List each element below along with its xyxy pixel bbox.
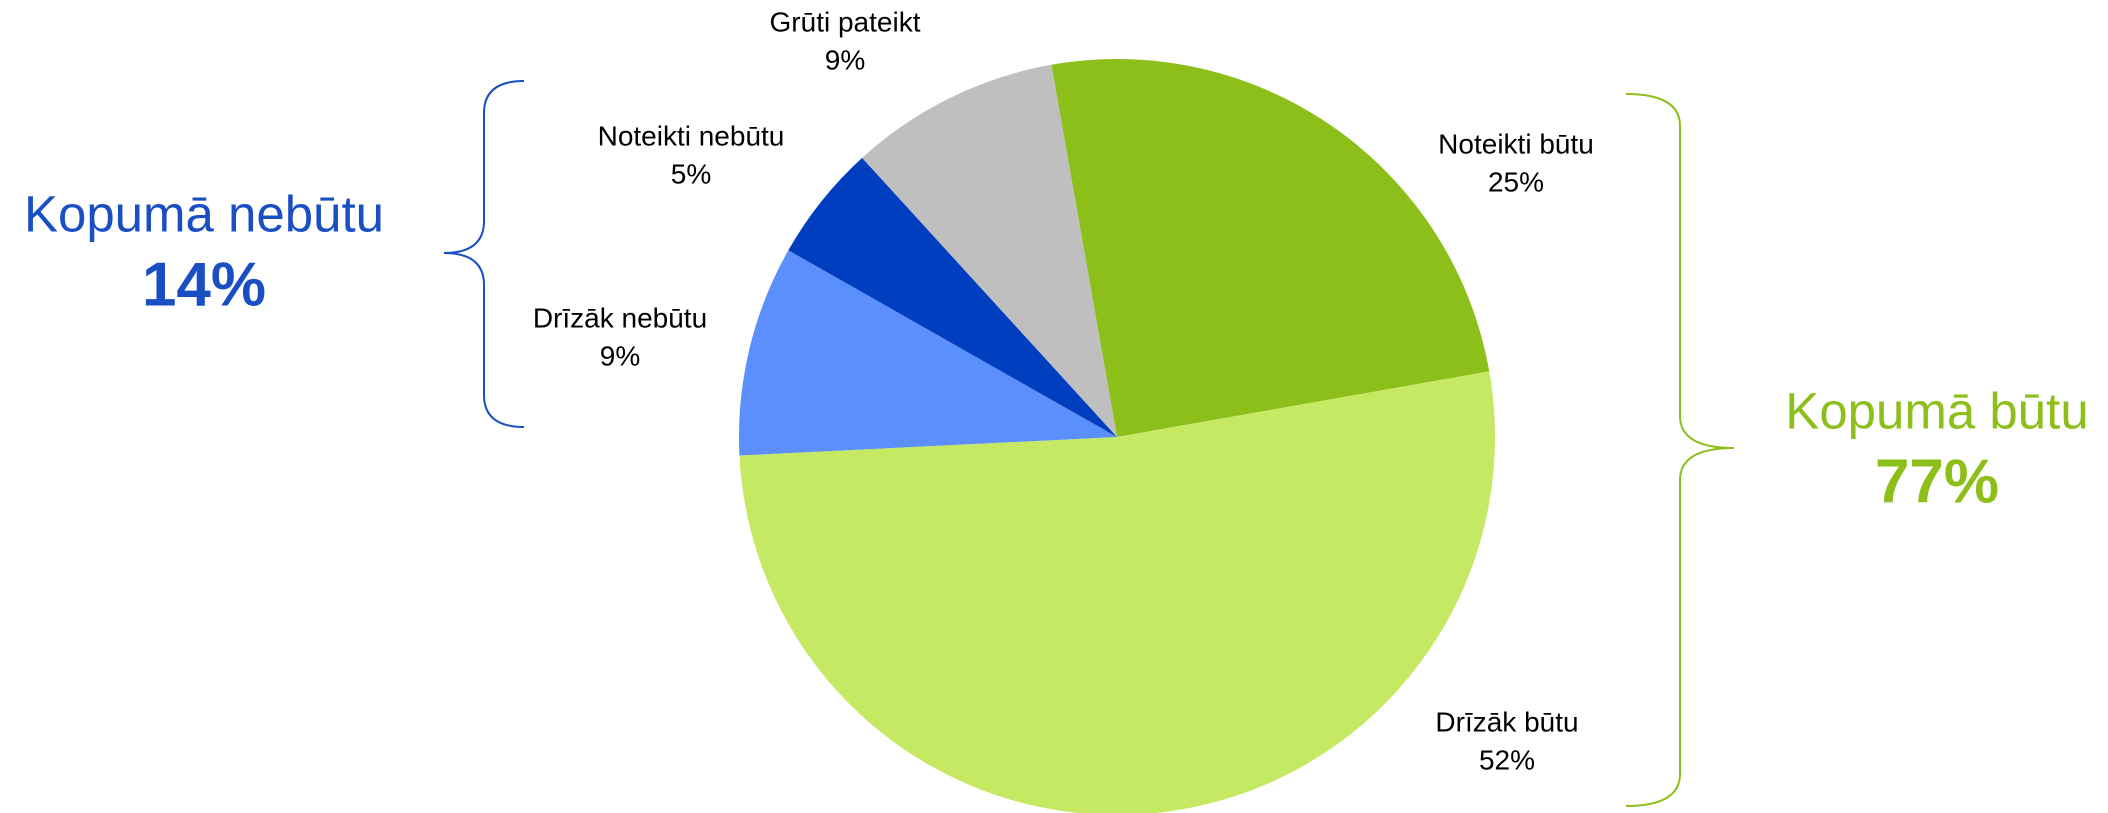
slice-label: Grūti pateikt [770, 6, 921, 37]
pie-slice [739, 371, 1495, 813]
slice-label: Drīzāk būtu [1435, 706, 1578, 737]
group-name: Kopumā nebūtu [24, 185, 384, 242]
slice-label: Noteikti nebūtu [598, 120, 785, 151]
pie-slice [788, 157, 1117, 437]
group-brace [443, 80, 525, 428]
pie-slice [1051, 58, 1490, 437]
slice-value: 9% [825, 44, 865, 75]
group-value: 77% [1875, 447, 1999, 516]
pie-slice [862, 64, 1117, 437]
group-name: Kopumā būtu [1785, 382, 2088, 439]
slice-label: Drīzāk nebūtu [533, 302, 707, 333]
slice-value: 9% [600, 340, 640, 371]
group-brace [1625, 93, 1735, 807]
slice-value: 25% [1488, 166, 1544, 197]
group-value: 14% [142, 250, 266, 319]
slice-value: 5% [671, 158, 711, 189]
pie-slice [739, 250, 1117, 456]
slice-label: Noteikti būtu [1438, 128, 1594, 159]
slice-value: 52% [1479, 744, 1535, 775]
